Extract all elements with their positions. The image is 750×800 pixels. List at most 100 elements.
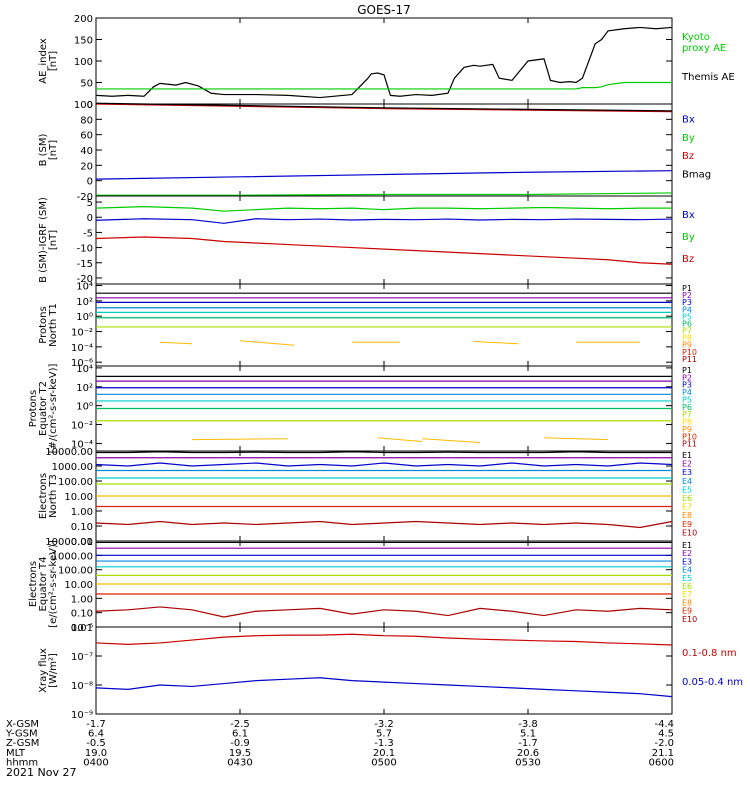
orbit-row-label: Z-GSM: [6, 738, 39, 749]
y-tick-label: 150: [74, 36, 93, 47]
orbit-cell: 0500: [371, 757, 396, 768]
orbit-cell: -2.0: [654, 738, 674, 749]
y-tick-label: 10²: [76, 297, 93, 308]
legend-entry: P4: [682, 305, 692, 314]
panel-b-igrf: -20 -15 -10 -5 0 5 B (SM)-IGRF (SM) [nT] Bx By Bz: [38, 195, 695, 285]
y-tick-label: 100.00: [58, 477, 93, 488]
series-segment: [422, 438, 481, 443]
orbit-cell: -0.5: [86, 738, 106, 749]
y-tick-label: 10⁻⁶: [71, 623, 93, 634]
legend-entry: E6: [682, 582, 692, 591]
orbit-cell: 0400: [83, 757, 108, 768]
y-axis-label: North T3: [48, 474, 59, 518]
y-tick-label: 1000.00: [52, 551, 93, 562]
legend-entry: E5: [682, 574, 692, 583]
legend-entry: E2: [682, 460, 692, 469]
orbit-cell: 19.5: [229, 748, 251, 759]
legend-entry: proxy AE: [682, 43, 726, 54]
orbit-cell: 20.6: [517, 748, 539, 759]
y-tick-label: -15: [77, 259, 93, 270]
legend-entry: Bx: [682, 210, 695, 221]
orbit-row-label: X-GSM: [6, 719, 39, 730]
y-tick-label: 10²: [76, 383, 93, 394]
y-axis-label: Electrons: [38, 473, 49, 519]
legend-entry: E8: [682, 598, 692, 607]
legend-entry: P6: [682, 403, 692, 412]
legend-entry: P4: [682, 388, 692, 397]
legend-entry: P5: [682, 312, 692, 321]
y-axis-label: [W/m²]: [48, 653, 59, 688]
y-tick-label: 0.01: [71, 623, 93, 634]
panel-protons-north-t1: 10⁻⁶ 10⁻⁴ 10⁻² 10⁰ 10² 10⁴ Protons North T1 P1P2…: [38, 282, 697, 370]
series-line-0-05-0-4-nm: [95, 677, 673, 698]
y-axis-label: [e/(cm²-s-sr-keV)]: [48, 540, 59, 628]
legend-entry: E7: [682, 503, 692, 512]
y-axis-label: Equator T2: [38, 381, 49, 436]
y-tick-label: 10⁴: [76, 282, 93, 293]
y-tick-label: 100.00: [58, 566, 93, 577]
legend-entry: P3: [682, 298, 692, 307]
y-tick-label: 10000.00: [45, 537, 93, 548]
orbit-table: X-GSM -1.7 -2.5 -3.2 -3.8 -4.4 Y-GSM 6.4 6.1 5.7 5…: [5, 719, 674, 768]
series-line-by: [96, 192, 673, 196]
y-tick-label: -20: [77, 274, 93, 285]
legend-entry: E4: [682, 566, 692, 575]
series-line-by: [95, 206, 672, 212]
y-axis-label: North T1: [48, 303, 59, 347]
legend-entry: P9: [682, 341, 692, 350]
series-line-themis-ae: [95, 26, 673, 99]
orbit-cell: -0.9: [230, 738, 250, 749]
series-line-e9: [95, 520, 673, 529]
legend-entry: P8: [682, 418, 692, 427]
legend-entry: Bx: [682, 114, 695, 125]
y-axis-label: Equator T4: [38, 557, 49, 612]
y-axis-label: [nT]: [48, 230, 59, 250]
y-tick-label: 10⁰: [76, 402, 93, 413]
series-line-e1: [96, 451, 672, 454]
legend-entry: P7: [682, 327, 692, 336]
legend-entry: E1: [682, 541, 692, 550]
y-tick-label: 40: [80, 146, 93, 157]
y-tick-label: 80: [80, 115, 93, 126]
legend-entry: E4: [682, 477, 692, 486]
y-tick-label: 200: [74, 14, 93, 25]
y-tick-label: 1.00: [71, 507, 93, 518]
y-tick-label: 10⁻⁸: [71, 681, 93, 692]
y-axis-label: [#/(cm²-s-sr-keV)]: [48, 364, 59, 454]
series-line-bz: [95, 236, 673, 265]
y-axis-label: Electrons: [28, 561, 39, 607]
y-tick-label: -5: [83, 228, 93, 239]
orbit-cell: -1.7: [86, 719, 106, 730]
legend-entry: E2: [682, 549, 692, 558]
orbit-cell: 0430: [227, 757, 252, 768]
y-tick-label: 10.00: [64, 492, 93, 503]
legend-entry: E3: [682, 468, 692, 477]
panel-frame: [95, 17, 673, 105]
panel-electrons-equator-t4: 0.01 0.10 1.00 10.00 100.00 1000.00 10000.00 El…: [28, 537, 697, 634]
orbit-cell: -3.8: [518, 719, 538, 730]
y-tick-label: 100: [74, 57, 93, 68]
y-tick-label: 100: [74, 100, 93, 111]
legend-entry: P1: [682, 284, 692, 293]
panel-protons-equator-t2: 10⁻⁴ 10⁻² 10⁰ 10² 10⁴ Protons Equator T2 [#/(cm…: [28, 364, 697, 454]
legend-entry: E7: [682, 590, 692, 599]
legend-entry: E1: [682, 451, 692, 460]
panel-frame: [95, 103, 673, 197]
legend-entry: E8: [682, 511, 692, 520]
y-tick-label: 60: [80, 131, 93, 142]
y-axis-label: Protons: [28, 390, 39, 427]
y-tick-label: 0: [87, 100, 93, 111]
orbit-cell: 6.4: [88, 729, 104, 740]
orbit-cell: -1.7: [518, 738, 538, 749]
orbit-cell: 21.1: [652, 748, 674, 759]
legend-entry: By: [682, 232, 695, 243]
legend-entry: Bmag: [682, 170, 711, 181]
y-tick-label: 20: [80, 161, 93, 172]
y-tick-label: 10.00: [64, 580, 93, 591]
series-segment: [239, 340, 295, 346]
series-line-bz: [95, 103, 673, 113]
orbit-cell: 6.1: [232, 729, 248, 740]
legend-entry: Bz: [682, 254, 694, 265]
